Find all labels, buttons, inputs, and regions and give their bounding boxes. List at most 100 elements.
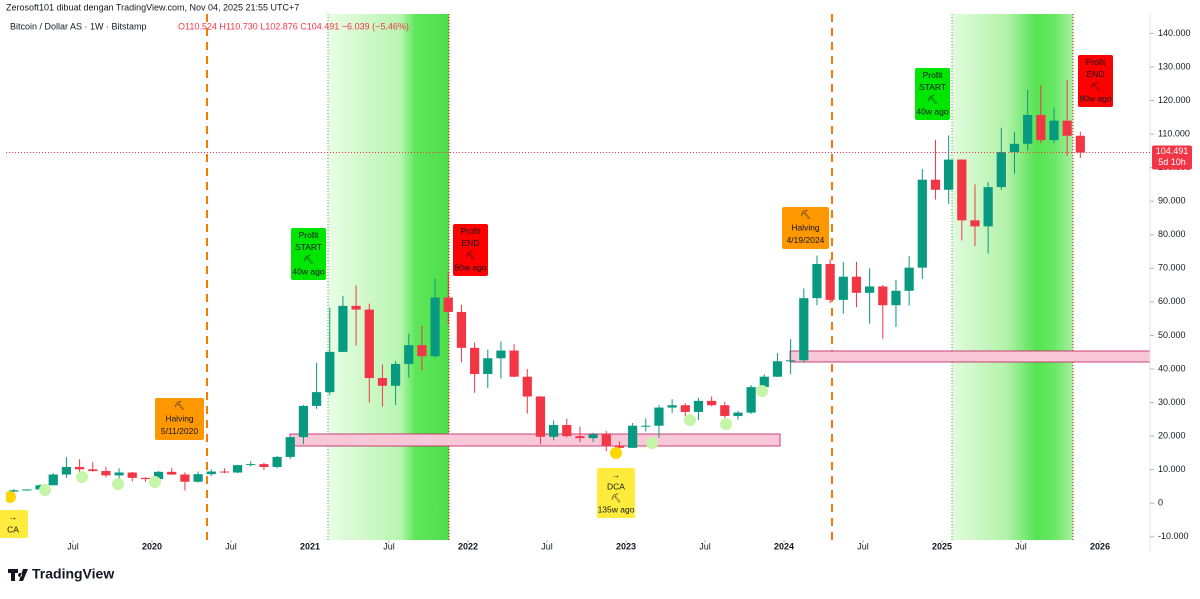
- candle-body: [285, 437, 295, 457]
- candle-body: [707, 400, 717, 406]
- dot: [646, 437, 658, 449]
- y-tick-label: 20.000: [1158, 430, 1186, 440]
- candle-body: [759, 376, 769, 388]
- annotation-text: ⛏: [303, 254, 314, 264]
- annotation-box: [155, 398, 204, 440]
- x-tick-label: Jul: [699, 541, 711, 551]
- candle-body: [825, 263, 835, 300]
- annotation-text: 4/19/2024: [787, 235, 825, 245]
- profit-zone: [952, 14, 1073, 540]
- dot: [76, 471, 88, 483]
- annotation-text: ⛏: [465, 250, 476, 260]
- annotation-text: →: [612, 470, 621, 480]
- price-tag: [1152, 145, 1192, 170]
- candle-body: [127, 472, 137, 478]
- annotation-box: [597, 468, 635, 518]
- candle-body: [48, 474, 58, 486]
- annotations: ⛏ Halving 5/11/2020 Profit START ⛏ 40w ago Prof…: [0, 55, 1113, 538]
- candle-body: [996, 152, 1006, 188]
- x-tick-label: Jul: [67, 541, 79, 551]
- candle-body: [588, 434, 598, 439]
- ohlc-header: O110.524 H110.730 L102.876 C104.491 −6.0…: [178, 21, 409, 31]
- candle-body: [509, 350, 519, 377]
- symbol: Bitcoin / Dollar AS · 1W · Bitstamp: [10, 21, 147, 31]
- annotation-box: [1078, 55, 1113, 107]
- y-tick-label: 60.000: [1158, 296, 1186, 306]
- candle-body: [654, 407, 664, 426]
- annotation-text: Profit: [923, 70, 943, 80]
- candle-body: [364, 309, 374, 379]
- candle-body: [443, 297, 453, 312]
- candle-body: [1062, 120, 1072, 136]
- x-tick-label: Jul: [383, 541, 395, 551]
- x-tick-label: Jul: [1015, 541, 1027, 551]
- x-tick-label: 2024: [774, 541, 794, 551]
- y-tick-label: 10.000: [1158, 464, 1186, 474]
- candle-body: [140, 477, 151, 480]
- candle-body: [680, 405, 690, 412]
- candle-body: [1036, 114, 1046, 141]
- candle-body: [456, 311, 467, 348]
- candle-body: [259, 464, 269, 467]
- candle-body: [206, 471, 216, 475]
- candle-body: [101, 471, 111, 476]
- candle-body: [193, 474, 203, 482]
- candle-body: [180, 474, 190, 482]
- candle-body: [575, 436, 585, 439]
- annotation-text: START: [295, 242, 322, 252]
- annotation-text: →: [9, 512, 18, 522]
- candle-body: [1009, 143, 1020, 153]
- candle-body: [891, 290, 901, 306]
- candle-body: [865, 286, 875, 293]
- candle-body: [601, 434, 611, 446]
- candle-body: [772, 361, 783, 377]
- annotation-box: [782, 207, 829, 249]
- candle-body: [746, 387, 756, 413]
- dot: [149, 476, 161, 488]
- candle-body: [628, 425, 638, 448]
- candle-body: [325, 351, 335, 393]
- dot: [720, 418, 732, 430]
- y-tick-label: 90.000: [1158, 196, 1186, 206]
- annotation-text: 5/11/2020: [161, 426, 198, 436]
- candle-body: [1075, 135, 1085, 153]
- candle-body: [377, 378, 388, 386]
- candle-body: [720, 405, 730, 416]
- logo: TradingView: [8, 566, 114, 582]
- annotation-text: START: [919, 82, 946, 92]
- annotation-box: [0, 510, 28, 538]
- profit-zone: [328, 14, 449, 540]
- candle-body: [522, 376, 532, 397]
- y-tick-label: 140.000: [1158, 28, 1191, 38]
- y-tick-label: 50.000: [1158, 330, 1186, 340]
- x-tick-label: 2020: [142, 541, 162, 551]
- annotation-text: ⛏: [927, 94, 938, 104]
- candle-body: [272, 456, 282, 467]
- y-tick-label: 80.000: [1158, 229, 1186, 239]
- annotation-text: 80w ago: [1079, 93, 1111, 103]
- support-zone: [289, 433, 781, 447]
- watermark: TradingView: [32, 566, 114, 582]
- candle-body: [351, 305, 361, 310]
- y-tick-label: 120.000: [1158, 95, 1191, 105]
- annotation-box: [291, 228, 326, 280]
- x-tick-label: 2026: [1090, 541, 1110, 551]
- byline: Zerosoft101 dibuat dengan TradingView.co…: [6, 2, 299, 12]
- candle-body: [693, 400, 704, 412]
- annotation-text: Profit: [299, 230, 319, 240]
- annotation-text: Profit: [461, 226, 481, 236]
- dot: [112, 478, 124, 490]
- y-tick-label: 70.000: [1158, 263, 1186, 273]
- x-tick-label: Jul: [857, 541, 869, 551]
- x-tick-label: Jul: [541, 541, 553, 551]
- candle-body: [1049, 120, 1059, 141]
- y-tick-label: -10.000: [1158, 531, 1189, 541]
- candle-body: [298, 405, 309, 438]
- candle-body: [417, 345, 427, 357]
- candle-body: [22, 489, 32, 491]
- candle-body: [430, 297, 440, 357]
- annotation-text: Halving: [791, 222, 820, 232]
- candle-body: [549, 425, 559, 437]
- y-tick-label: 0: [1158, 498, 1163, 508]
